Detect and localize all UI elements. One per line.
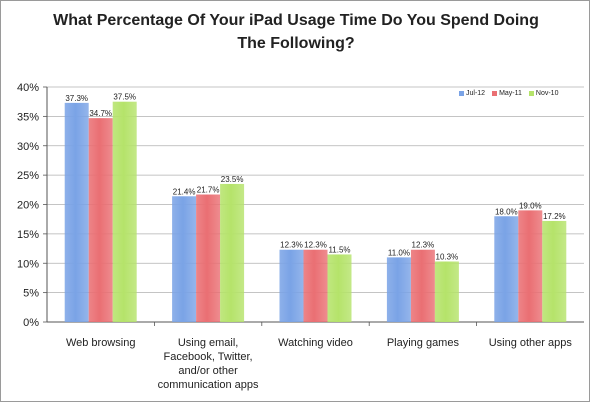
legend-swatch xyxy=(528,91,534,96)
data-label: 37.3% xyxy=(65,94,88,103)
bar xyxy=(542,220,567,322)
data-label: 11.5% xyxy=(328,245,350,254)
x-tick-label: and/or other xyxy=(178,365,238,377)
x-tick-label: communication apps xyxy=(158,379,259,391)
bar xyxy=(410,249,435,322)
bar xyxy=(196,194,221,322)
bar xyxy=(327,254,352,322)
bar xyxy=(494,216,519,322)
bar xyxy=(434,261,459,322)
legend-label: Nov-10 xyxy=(535,90,559,97)
data-label: 12.3% xyxy=(412,241,435,250)
y-tick-label: 0% xyxy=(23,317,39,329)
x-tick-label: Web browsing xyxy=(66,337,136,349)
chart-legend: Jul-12 May-11 Nov-10 xyxy=(459,90,558,97)
data-label: 21.7% xyxy=(197,186,220,195)
bar xyxy=(386,257,411,322)
bar xyxy=(88,118,113,322)
data-label: 21.4% xyxy=(173,187,196,196)
data-label: 12.3% xyxy=(280,241,303,250)
y-tick-label: 10% xyxy=(17,258,39,270)
data-label: 23.5% xyxy=(221,175,244,184)
legend-label: May-11 xyxy=(499,90,522,97)
bar xyxy=(518,210,543,322)
data-label: 17.2% xyxy=(543,212,566,221)
legend-item: May-11 xyxy=(492,90,522,97)
bar xyxy=(172,196,197,322)
y-tick-label: 40% xyxy=(17,82,39,94)
x-tick-label: Playing games xyxy=(387,337,460,349)
x-tick-label: Using email, xyxy=(178,337,239,349)
y-tick-label: 35% xyxy=(17,111,39,123)
data-label: 10.3% xyxy=(436,252,459,261)
data-label: 11.0% xyxy=(388,248,410,257)
data-label: 37.5% xyxy=(113,93,136,102)
y-tick-label: 20% xyxy=(17,200,39,212)
bar xyxy=(64,102,89,322)
bar xyxy=(303,249,328,322)
x-tick-label: Watching video xyxy=(278,337,353,349)
legend-label: Jul-12 xyxy=(466,90,486,97)
x-tick-label: Facebook, Twitter, xyxy=(164,351,253,363)
legend-item: Jul-12 xyxy=(459,90,485,97)
y-tick-label: 25% xyxy=(17,170,39,182)
bar xyxy=(220,183,245,322)
legend-swatch xyxy=(459,91,464,96)
data-label: 18.0% xyxy=(495,207,518,216)
x-tick-label: Using other apps xyxy=(489,337,573,349)
legend-item: Nov-10 xyxy=(528,90,559,97)
y-tick-label: 30% xyxy=(17,141,39,153)
y-tick-label: 5% xyxy=(23,288,39,300)
bar xyxy=(279,249,304,322)
bar xyxy=(112,101,137,322)
y-tick-label: 15% xyxy=(17,229,39,241)
data-label: 34.7% xyxy=(89,109,112,118)
data-label: 19.0% xyxy=(519,201,542,210)
data-label: 12.3% xyxy=(304,241,327,250)
chart-title: What Percentage Of Your iPad Usage Time … xyxy=(53,12,539,52)
legend-swatch xyxy=(492,91,498,96)
